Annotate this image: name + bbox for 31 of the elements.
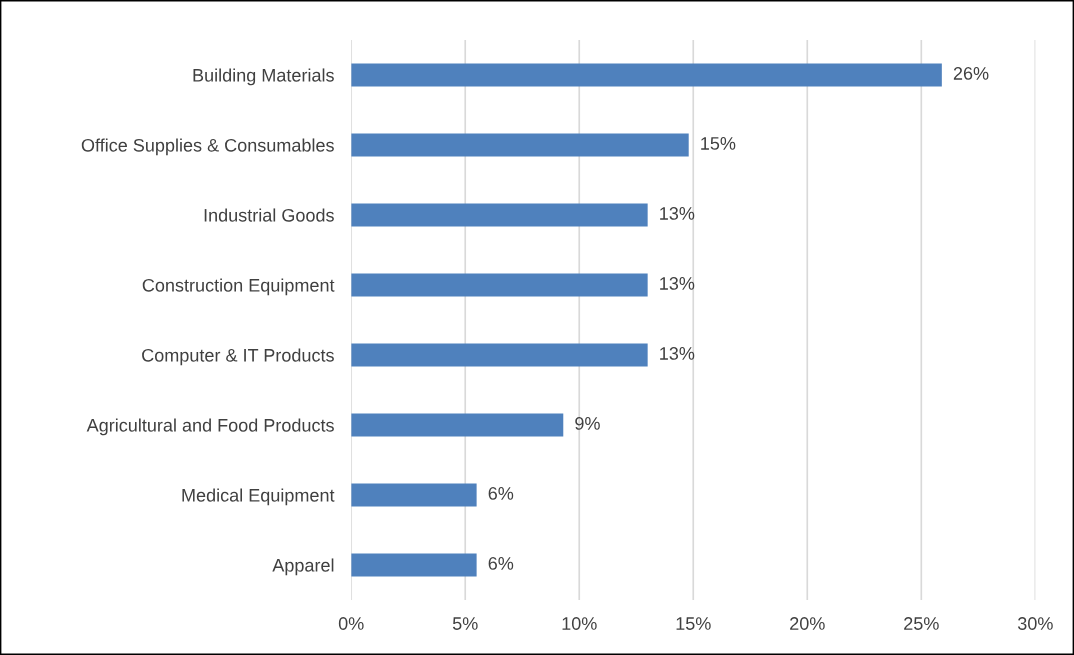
data-label: 13% xyxy=(660,207,695,220)
data-label: 13% xyxy=(660,277,695,290)
data-label: 6% xyxy=(488,557,514,570)
bar xyxy=(351,63,942,87)
x-tick-label: 15% xyxy=(676,617,711,630)
x-tick-label: 25% xyxy=(904,617,939,630)
bar xyxy=(351,203,648,227)
x-tick-label: 0% xyxy=(338,617,364,630)
data-label: 26% xyxy=(953,67,989,80)
y-tick-label: Industrial Goods xyxy=(204,208,334,222)
x-tick-label: 10% xyxy=(562,617,597,630)
y-tick-label: Construction Equipment xyxy=(142,278,335,296)
data-label: 6% xyxy=(488,487,514,500)
y-tick-label: Medical Equipment xyxy=(182,488,335,506)
bar xyxy=(351,483,477,507)
data-label: 15% xyxy=(701,137,736,150)
data-label: 9% xyxy=(575,417,600,430)
bar xyxy=(351,553,477,577)
y-tick-label: Office Supplies & Consumables xyxy=(81,138,334,156)
data-label: 13% xyxy=(660,347,695,360)
bar xyxy=(351,413,564,437)
y-tick-label: Computer & IT Products xyxy=(142,348,334,366)
y-tick-label: Building Materials xyxy=(193,68,334,86)
bar xyxy=(351,273,648,297)
x-tick-label: 5% xyxy=(452,617,478,630)
bar xyxy=(351,133,689,157)
y-tick-label: Agricultural and Food Products xyxy=(86,418,334,436)
bar xyxy=(351,343,648,367)
y-tick-label: Apparel xyxy=(272,558,334,576)
x-tick-label: 20% xyxy=(790,617,825,630)
x-tick-label: 30% xyxy=(1017,617,1053,630)
